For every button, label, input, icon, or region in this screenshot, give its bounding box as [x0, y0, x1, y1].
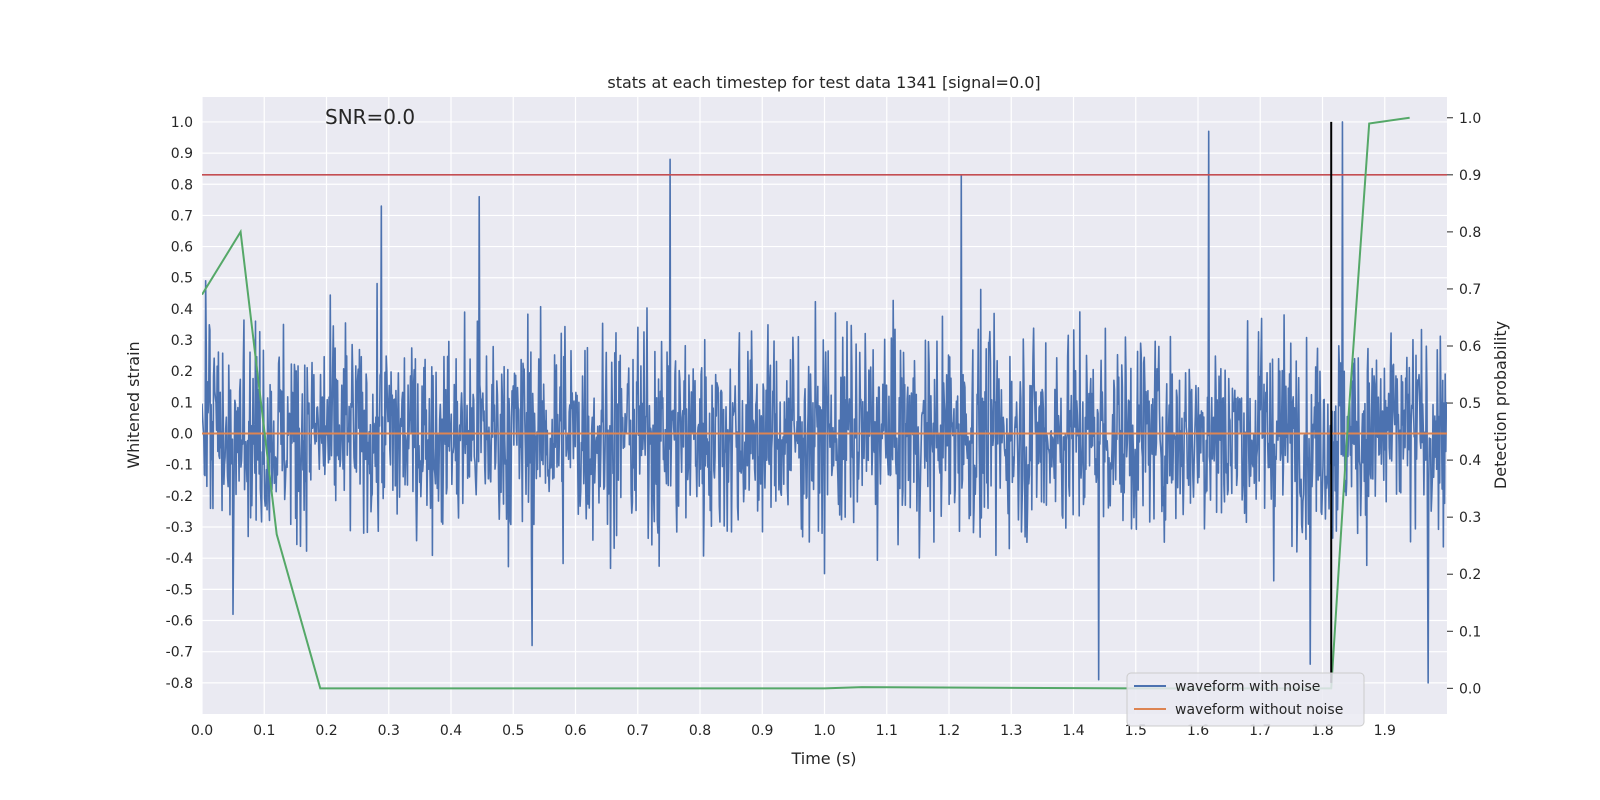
y-tick-label-right: 0.6	[1459, 339, 1481, 355]
y-tick-label-left: -0.4	[166, 551, 193, 567]
chart-title: stats at each timestep for test data 134…	[607, 73, 1040, 92]
legend-box	[1126, 672, 1365, 727]
x-tick-label: 0.4	[440, 723, 462, 739]
y-tick-label-right: 0.3	[1459, 510, 1481, 526]
x-tick-label: 1.5	[1125, 723, 1147, 739]
series-waveform-with-noise	[202, 121, 1447, 684]
y-tick-label-left: 0.5	[171, 271, 193, 287]
x-tick-label: 0.5	[502, 723, 524, 739]
x-tick-label: 0.6	[564, 723, 586, 739]
legend-label-clean: waveform without noise	[1175, 702, 1343, 718]
x-tick-label: 0.2	[315, 723, 337, 739]
y-tick-label-left: -0.6	[166, 614, 193, 630]
snr-annotation: SNR=0.0	[325, 105, 415, 129]
y-tick-label-left: -0.7	[166, 645, 193, 661]
series-layer	[202, 116, 1447, 690]
y-tick-label-left: 0.0	[171, 427, 193, 443]
y-tick-label-right: 0.5	[1459, 396, 1481, 412]
x-tick-label: 0.3	[378, 723, 400, 739]
legend-label-noise: waveform with noise	[1175, 679, 1320, 695]
y-tick-label-left: -0.8	[166, 676, 193, 692]
x-tick-label: 1.1	[876, 723, 898, 739]
y-tick-label-left: 0.9	[171, 146, 193, 162]
x-tick-label: 0.1	[253, 723, 275, 739]
y-tick-label-right: 0.7	[1459, 282, 1481, 298]
legend: waveform with noise waveform without noi…	[1126, 672, 1365, 727]
y-tick-label-right: 0.0	[1459, 681, 1481, 697]
x-tick-label: 0.9	[751, 723, 773, 739]
ticks: 0.0 0.1 0.2 0.3 0.4 0.5 0.6 0.7 0.8 0.9 1.0 1.1 1.2 1…	[166, 111, 1482, 739]
x-tick-label: 1.7	[1249, 723, 1271, 739]
y-axis-title-right: Detection probability	[1491, 321, 1510, 489]
y-tick-label-left: 0.6	[171, 240, 193, 256]
y-tick-label-left: 1.0	[171, 115, 193, 131]
y-tick-label-right: 0.4	[1459, 453, 1481, 469]
y-tick-label-right: 0.2	[1459, 567, 1481, 583]
x-tick-label: 1.2	[938, 723, 960, 739]
y-axis-title-left: Whitened strain	[124, 341, 143, 468]
y-tick-label-left: 0.8	[171, 177, 193, 193]
y-tick-label-left: 0.3	[171, 333, 193, 349]
y-tick-label-left: -0.2	[166, 489, 193, 505]
x-tick-label: 0.8	[689, 723, 711, 739]
x-tick-label: 1.0	[813, 723, 835, 739]
y-tick-label-left: 0.7	[171, 208, 193, 224]
x-axis-title: Time (s)	[790, 749, 856, 768]
y-tick-label-left: 0.4	[171, 302, 193, 318]
y-tick-label-left: 0.1	[171, 395, 193, 411]
x-tick-label: 1.8	[1311, 723, 1333, 739]
series-detection-probability	[202, 116, 1410, 690]
y-tick-label-right: 0.1	[1459, 624, 1481, 640]
y-tick-label-left: -0.1	[166, 458, 193, 474]
x-tick-label: 1.4	[1062, 723, 1084, 739]
y-tick-label-left: -0.3	[166, 520, 193, 536]
x-tick-label: 0.7	[627, 723, 649, 739]
y-tick-label-right: 0.9	[1459, 168, 1481, 184]
y-tick-label-left: -0.5	[166, 582, 193, 598]
y-tick-label-right: 0.8	[1459, 225, 1481, 241]
y-tick-label-right: 1.0	[1459, 111, 1481, 127]
x-tick-label: 0.0	[191, 723, 213, 739]
x-tick-label: 1.3	[1000, 723, 1022, 739]
y-tick-label-left: 0.2	[171, 364, 193, 380]
x-tick-label: 1.9	[1374, 723, 1396, 739]
x-tick-label: 1.6	[1187, 723, 1209, 739]
